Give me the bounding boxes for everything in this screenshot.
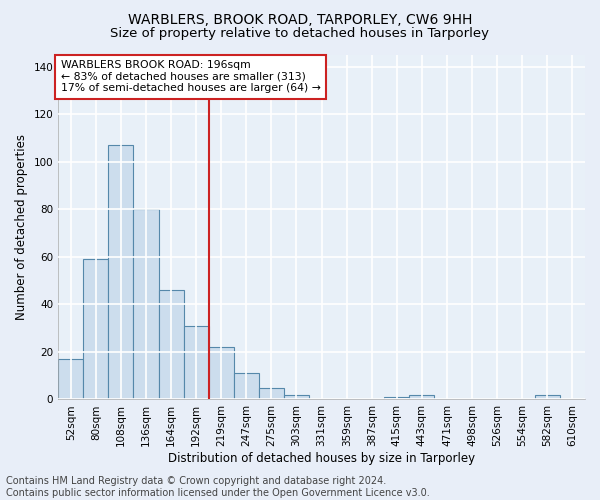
Bar (209, 347, 234, 400)
Bar (83, 260, 109, 400)
Bar (158, 290, 184, 400)
Bar (184, 326, 209, 400)
Y-axis label: Number of detached properties: Number of detached properties (15, 134, 28, 320)
Bar (535, 394, 560, 400)
Text: WARBLERS, BROOK ROAD, TARPORLEY, CW6 9HH: WARBLERS, BROOK ROAD, TARPORLEY, CW6 9HH (128, 12, 472, 26)
Bar (259, 388, 284, 400)
Bar (385, 397, 409, 400)
Bar (109, 146, 133, 400)
Bar (133, 210, 158, 400)
Bar (409, 394, 434, 400)
Text: WARBLERS BROOK ROAD: 196sqm
← 83% of detached houses are smaller (313)
17% of se: WARBLERS BROOK ROAD: 196sqm ← 83% of det… (61, 60, 320, 94)
Bar (234, 374, 259, 400)
X-axis label: Distribution of detached houses by size in Tarporley: Distribution of detached houses by size … (168, 452, 475, 465)
Bar (284, 394, 309, 400)
Text: Size of property relative to detached houses in Tarporley: Size of property relative to detached ho… (110, 28, 490, 40)
Bar (58, 359, 83, 400)
Text: Contains HM Land Registry data © Crown copyright and database right 2024.
Contai: Contains HM Land Registry data © Crown c… (6, 476, 430, 498)
